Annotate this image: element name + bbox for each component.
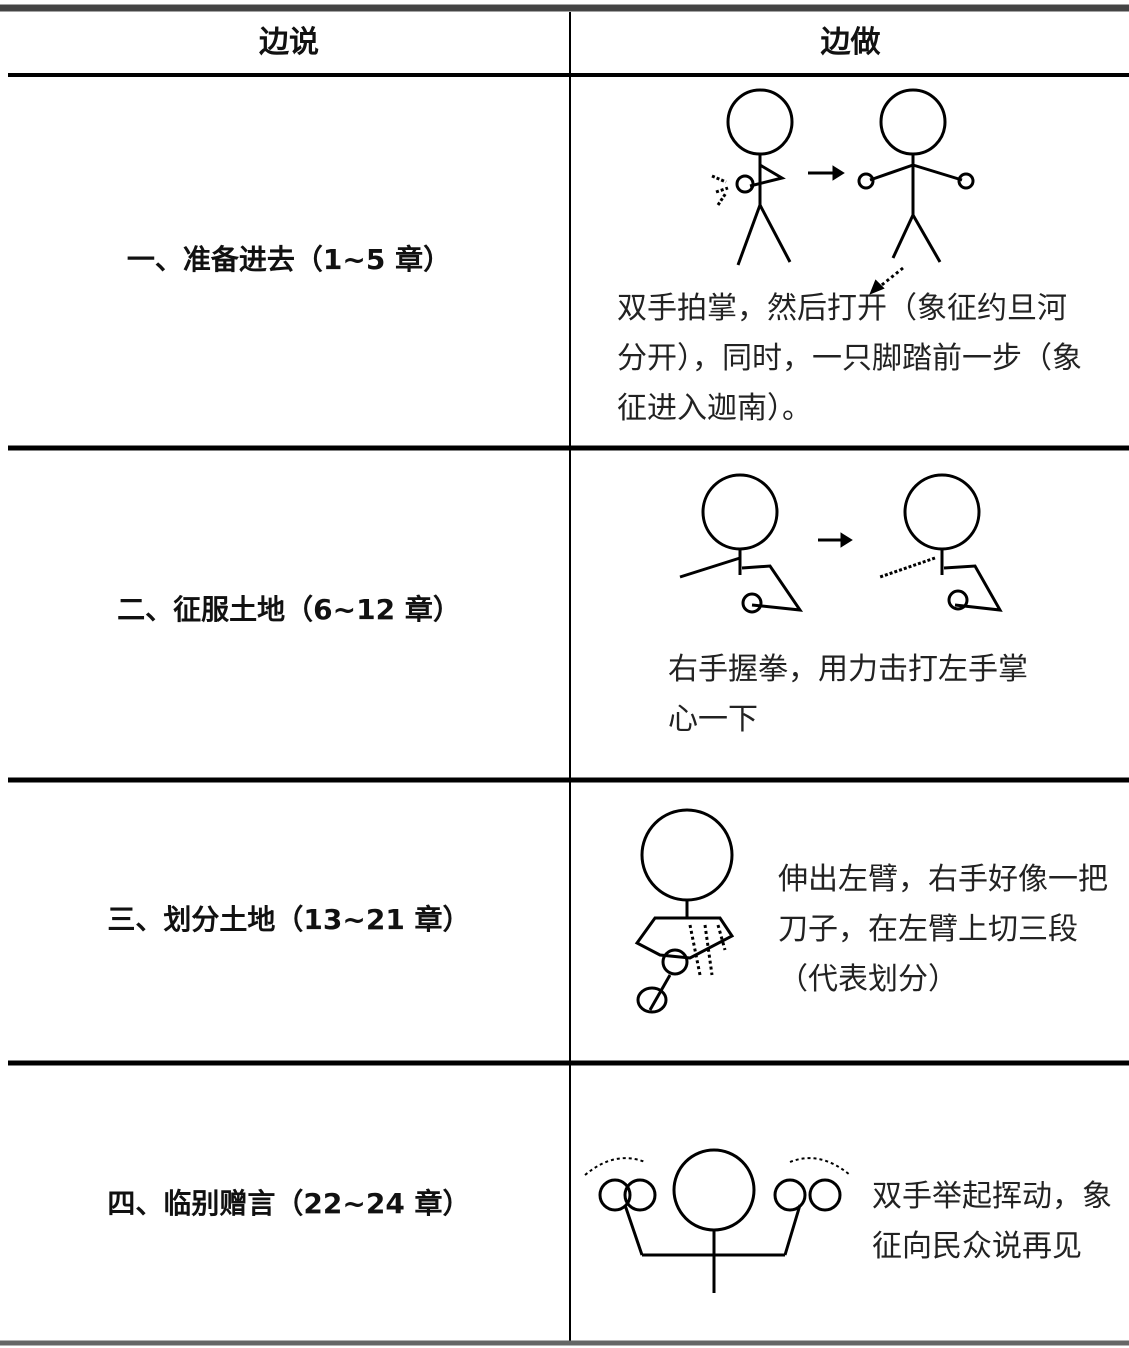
say-cell: 一、准备进去（1~5 章） xyxy=(126,243,452,276)
say-cell: 二、征服土地（6~12 章） xyxy=(117,593,461,626)
figure-cut xyxy=(634,808,735,1014)
say-cell: 三、划分土地（13~21 章） xyxy=(107,903,471,936)
do-cell: 右手握拳，用力击打左手掌心一下 xyxy=(668,652,1028,737)
do-cell: 伸出左臂，右手好像一把刀子，在左臂上切三段（代表划分） xyxy=(778,862,1108,997)
figure-punch xyxy=(679,473,1003,614)
do-cell: 双手举起挥动，象征向民众说再见 xyxy=(872,1179,1112,1264)
do-cell: 双手拍掌，然后打开（象征约旦河分开），同时，一只脚踏前一步（象征进入迦南）。 xyxy=(617,291,1082,426)
header-cell: 边说 xyxy=(259,25,319,60)
say-cell: 四、临别赠言（22~24 章） xyxy=(107,1187,471,1220)
figure-clap xyxy=(711,88,975,295)
figure-wave xyxy=(584,1148,851,1293)
header-cell: 边做 xyxy=(820,25,881,60)
